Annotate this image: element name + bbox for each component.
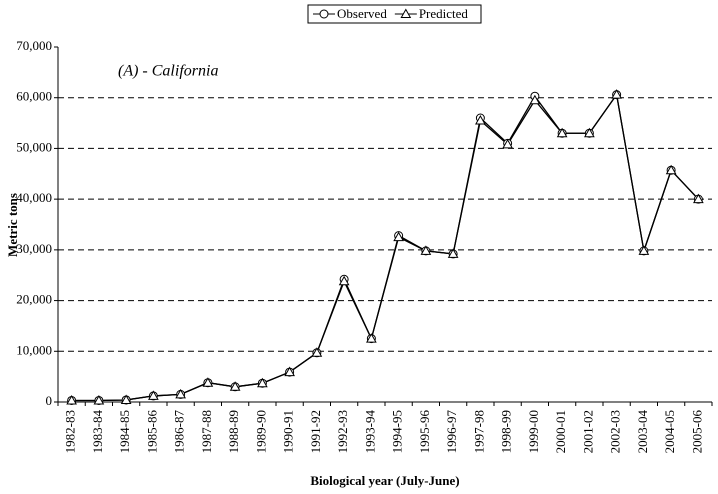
marker: [420, 245, 432, 255]
x-tick-label: 2002-03: [608, 410, 623, 453]
marker: [284, 366, 295, 377]
x-tick-label: 1986-87: [172, 410, 187, 454]
x-tick-label: 1994-95: [390, 410, 405, 453]
series-line: [71, 93, 699, 402]
x-tick-label: 1998-99: [499, 410, 514, 453]
x-tick-label: 2001-02: [580, 410, 595, 453]
x-tick-label: 2005-06: [689, 410, 704, 454]
y-tick-label: 20,000: [16, 292, 52, 307]
legend-label: Predicted: [419, 6, 469, 21]
x-tick-label: 1983-84: [90, 410, 105, 454]
y-tick-label: 0: [46, 393, 53, 408]
x-tick-label: 2004-05: [662, 410, 677, 453]
marker: [400, 8, 412, 18]
series-line: [71, 93, 699, 402]
x-tick-label: 2000-01: [553, 410, 568, 453]
marker: [66, 394, 77, 405]
marker: [229, 381, 241, 391]
marker: [638, 245, 650, 255]
marker: [257, 377, 268, 388]
x-tick-label: 1990-91: [281, 410, 296, 453]
marker: [611, 89, 622, 99]
x-tick-label: 1982-83: [63, 410, 78, 453]
marker: [665, 164, 677, 175]
marker: [319, 9, 329, 19]
x-tick-label: 1997-98: [471, 410, 486, 453]
x-tick-label: 2003-04: [635, 410, 650, 454]
marker: [475, 115, 486, 125]
x-tick-label: 1989-90: [253, 410, 268, 453]
marker: [366, 333, 377, 343]
x-tick-label: 1984-85: [117, 410, 132, 453]
marker: [338, 275, 350, 286]
marker: [175, 388, 186, 399]
marker: [502, 138, 513, 149]
marker: [120, 394, 132, 404]
x-tick-label: 1985-86: [144, 410, 159, 454]
marker: [202, 377, 214, 387]
annotation: (A) - California: [118, 63, 218, 80]
x-tick-label: 1991-92: [308, 410, 323, 453]
y-axis-label: Metric tons: [5, 193, 20, 257]
y-tick-label: 60,000: [16, 89, 52, 104]
y-tick-label: 10,000: [16, 342, 52, 357]
marker: [447, 248, 459, 258]
marker: [529, 94, 541, 105]
legend-label: Observed: [337, 6, 387, 21]
x-axis-label: Biological year (July-June): [310, 473, 459, 488]
marker: [93, 394, 105, 405]
marker: [556, 127, 568, 138]
x-tick-label: 1996-97: [444, 410, 459, 454]
y-tick-label: 70,000: [16, 38, 52, 53]
y-tick-label: 40,000: [16, 190, 52, 205]
x-tick-label: 1988-89: [226, 410, 241, 453]
y-tick-label: 50,000: [16, 139, 52, 154]
marker: [584, 127, 595, 138]
marker: [393, 231, 404, 242]
x-tick-label: 1992-93: [335, 410, 350, 453]
x-tick-label: 1995-96: [417, 410, 432, 454]
x-tick-label: 1993-94: [362, 410, 377, 454]
legend-box: [307, 4, 482, 24]
marker: [311, 347, 323, 357]
marker: [148, 390, 159, 400]
y-tick-label: 30,000: [16, 241, 52, 256]
x-tick-label: 1987-88: [199, 410, 214, 453]
marker: [693, 193, 704, 204]
x-tick-label: 1999-00: [526, 410, 541, 453]
